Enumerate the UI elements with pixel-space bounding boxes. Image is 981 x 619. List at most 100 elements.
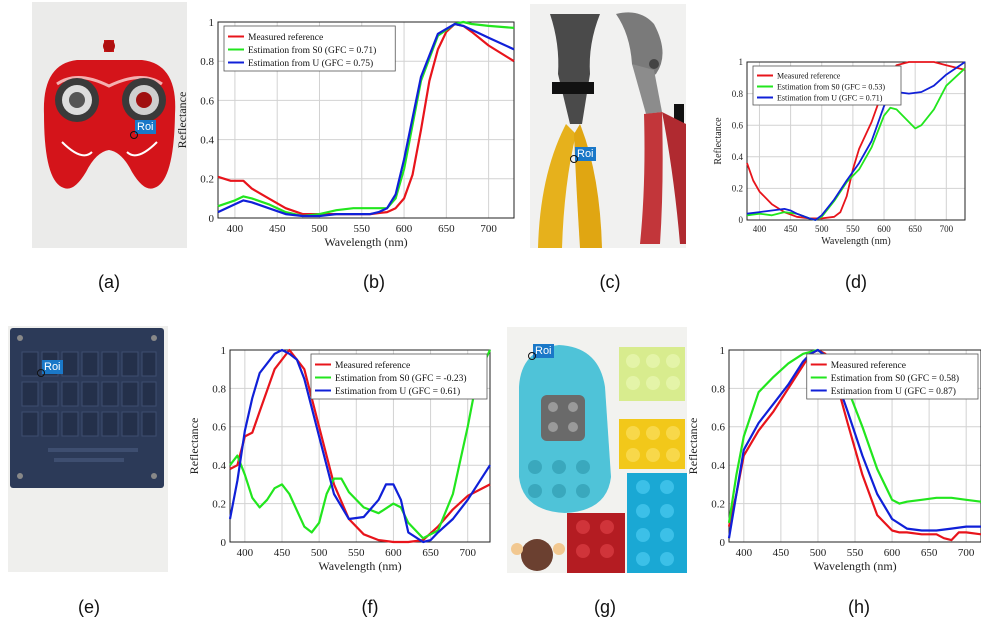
legend-box xyxy=(223,25,396,72)
pliers-drawing xyxy=(530,4,686,248)
legend-label-0: Measured reference xyxy=(335,360,410,371)
legend-label-2: Estimation from U (GFC = 0.87) xyxy=(831,386,956,397)
y-tick-label: 0 xyxy=(221,537,227,549)
y-tick-label: 0.4 xyxy=(200,134,214,146)
plot-frame xyxy=(728,349,981,543)
y-tick-label: 1 xyxy=(720,345,726,357)
y-tick-label: 0.4 xyxy=(732,152,744,162)
y-tick-label: 0.6 xyxy=(711,422,725,434)
x-tick-label: 400 xyxy=(237,547,254,559)
caption-d: (d) xyxy=(845,272,867,292)
y-tick-label: 0.2 xyxy=(212,498,226,510)
y-tick-label: 0.6 xyxy=(212,422,226,434)
x-tick-label: 550 xyxy=(354,223,371,235)
y-tick-label: 1 xyxy=(209,17,215,29)
toys-drawing xyxy=(507,327,687,573)
series-line-1 xyxy=(746,67,966,221)
series-line-0 xyxy=(229,348,491,544)
x-tick-label: 550 xyxy=(348,547,365,559)
y-axis-label: Reflectance xyxy=(175,92,189,149)
series-line-1 xyxy=(217,20,515,218)
x-tick-label: 600 xyxy=(884,547,901,559)
x-tick-label: 700 xyxy=(459,547,476,559)
roi-label-a: Roi xyxy=(135,120,156,134)
series-line-0 xyxy=(727,348,981,542)
y-tick-label: 0 xyxy=(739,215,744,225)
legend-label-1: Estimation from S0 (GFC = 0.71) xyxy=(248,45,376,56)
x-tick-label: 600 xyxy=(877,224,891,234)
legend-label-1: Estimation from S0 (GFC = 0.53) xyxy=(777,82,885,91)
x-tick-label: 550 xyxy=(846,224,860,234)
caption-b: (b) xyxy=(363,272,385,292)
y-tick-label: 0.6 xyxy=(732,120,744,130)
x-tick-label: 500 xyxy=(311,223,328,235)
x-tick-label: 600 xyxy=(396,223,413,235)
legend-label-0: Measured reference xyxy=(248,32,323,43)
x-tick-label: 500 xyxy=(311,547,328,559)
legend-label-2: Estimation from U (GFC = 0.71) xyxy=(777,93,883,102)
x-tick-label: 400 xyxy=(753,224,767,234)
series-line-2 xyxy=(217,22,515,218)
photo-g-toys: Roi xyxy=(507,327,687,573)
photo-e-plate: Roi xyxy=(8,326,168,572)
x-tick-label: 450 xyxy=(773,547,790,559)
x-tick-label: 450 xyxy=(784,224,798,234)
y-tick-label: 0.8 xyxy=(711,383,725,395)
legend-box xyxy=(752,65,902,106)
y-tick-label: 0.8 xyxy=(732,89,744,99)
caption-a: (a) xyxy=(98,272,120,292)
caption-h: (h) xyxy=(848,597,870,617)
legend-label-0: Measured reference xyxy=(831,360,906,371)
plot-frame xyxy=(746,61,966,221)
plot-frame xyxy=(217,21,515,219)
y-tick-label: 0.4 xyxy=(711,460,725,472)
x-tick-label: 500 xyxy=(815,224,829,234)
series-line-2 xyxy=(746,61,966,221)
caption-e: (e) xyxy=(78,597,100,617)
roi-marker-a xyxy=(130,131,138,139)
roi-marker-g xyxy=(528,352,536,360)
x-tick-label: 650 xyxy=(422,547,439,559)
legend-label-0: Measured reference xyxy=(777,71,841,80)
x-tick-label: 400 xyxy=(736,547,753,559)
y-tick-label: 0.6 xyxy=(200,95,214,107)
series-line-1 xyxy=(727,348,981,523)
photo-a-gamepad: Roi xyxy=(32,2,187,248)
legend-label-2: Estimation from U (GFC = 0.75) xyxy=(248,58,373,69)
gamepad-drawing xyxy=(32,2,187,248)
y-tick-label: 0.8 xyxy=(200,56,214,68)
x-tick-label: 450 xyxy=(269,223,286,235)
roi-marker-c xyxy=(570,155,578,163)
plot-frame xyxy=(229,349,491,543)
legend-label-2: Estimation from U (GFC = 0.61) xyxy=(335,386,460,397)
caption-f: (f) xyxy=(361,597,379,617)
legend-box xyxy=(310,353,488,400)
photo-c-pliers: Roi xyxy=(530,4,686,248)
x-axis-label: Wavelength (nm) xyxy=(318,559,401,573)
series-line-1 xyxy=(229,349,491,540)
y-tick-label: 0.4 xyxy=(212,460,226,472)
caption-g: (g) xyxy=(594,597,616,617)
caption-c: (c) xyxy=(599,272,621,292)
roi-label-c: Roi xyxy=(575,147,596,161)
x-axis-label: Wavelength (nm) xyxy=(813,559,896,573)
roi-marker-e xyxy=(37,369,45,377)
roi-label-g: Roi xyxy=(533,344,554,358)
x-tick-label: 550 xyxy=(847,547,864,559)
y-tick-label: 0 xyxy=(720,537,726,549)
y-tick-label: 0 xyxy=(209,213,215,225)
x-tick-label: 600 xyxy=(385,547,402,559)
x-tick-label: 700 xyxy=(940,224,954,234)
roi-label-e: Roi xyxy=(42,360,63,374)
plate-drawing xyxy=(8,326,168,572)
y-axis-label: Reflectance xyxy=(187,418,201,475)
x-tick-label: 400 xyxy=(227,223,244,235)
x-tick-label: 650 xyxy=(438,223,455,235)
x-tick-label: 650 xyxy=(908,224,922,234)
y-axis-label: Reflectance xyxy=(686,418,700,475)
legend-box xyxy=(806,353,979,400)
